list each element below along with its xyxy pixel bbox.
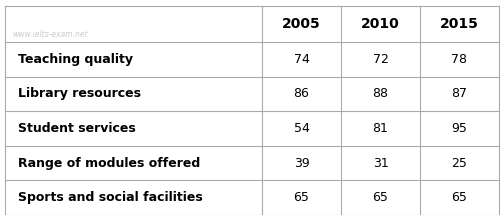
Text: 65: 65 xyxy=(294,191,309,204)
Text: 95: 95 xyxy=(452,122,467,135)
Text: 25: 25 xyxy=(452,157,467,170)
Text: 2010: 2010 xyxy=(361,17,400,31)
Text: 88: 88 xyxy=(372,87,389,100)
Text: 65: 65 xyxy=(452,191,467,204)
Text: 81: 81 xyxy=(372,122,389,135)
Text: www.ielts-exam.net: www.ielts-exam.net xyxy=(13,31,88,39)
Text: 78: 78 xyxy=(452,53,468,66)
Text: Teaching quality: Teaching quality xyxy=(18,53,133,66)
Text: 72: 72 xyxy=(372,53,389,66)
Text: 39: 39 xyxy=(294,157,309,170)
Text: Student services: Student services xyxy=(18,122,136,135)
Text: 31: 31 xyxy=(372,157,389,170)
Text: 2005: 2005 xyxy=(282,17,321,31)
Text: 74: 74 xyxy=(294,53,309,66)
Text: Sports and social facilities: Sports and social facilities xyxy=(18,191,203,204)
Text: 86: 86 xyxy=(294,87,309,100)
Text: Library resources: Library resources xyxy=(18,87,141,100)
Text: 54: 54 xyxy=(294,122,309,135)
Text: 65: 65 xyxy=(372,191,389,204)
Text: Range of modules offered: Range of modules offered xyxy=(18,157,200,170)
Text: 87: 87 xyxy=(452,87,468,100)
Text: 2015: 2015 xyxy=(440,17,479,31)
